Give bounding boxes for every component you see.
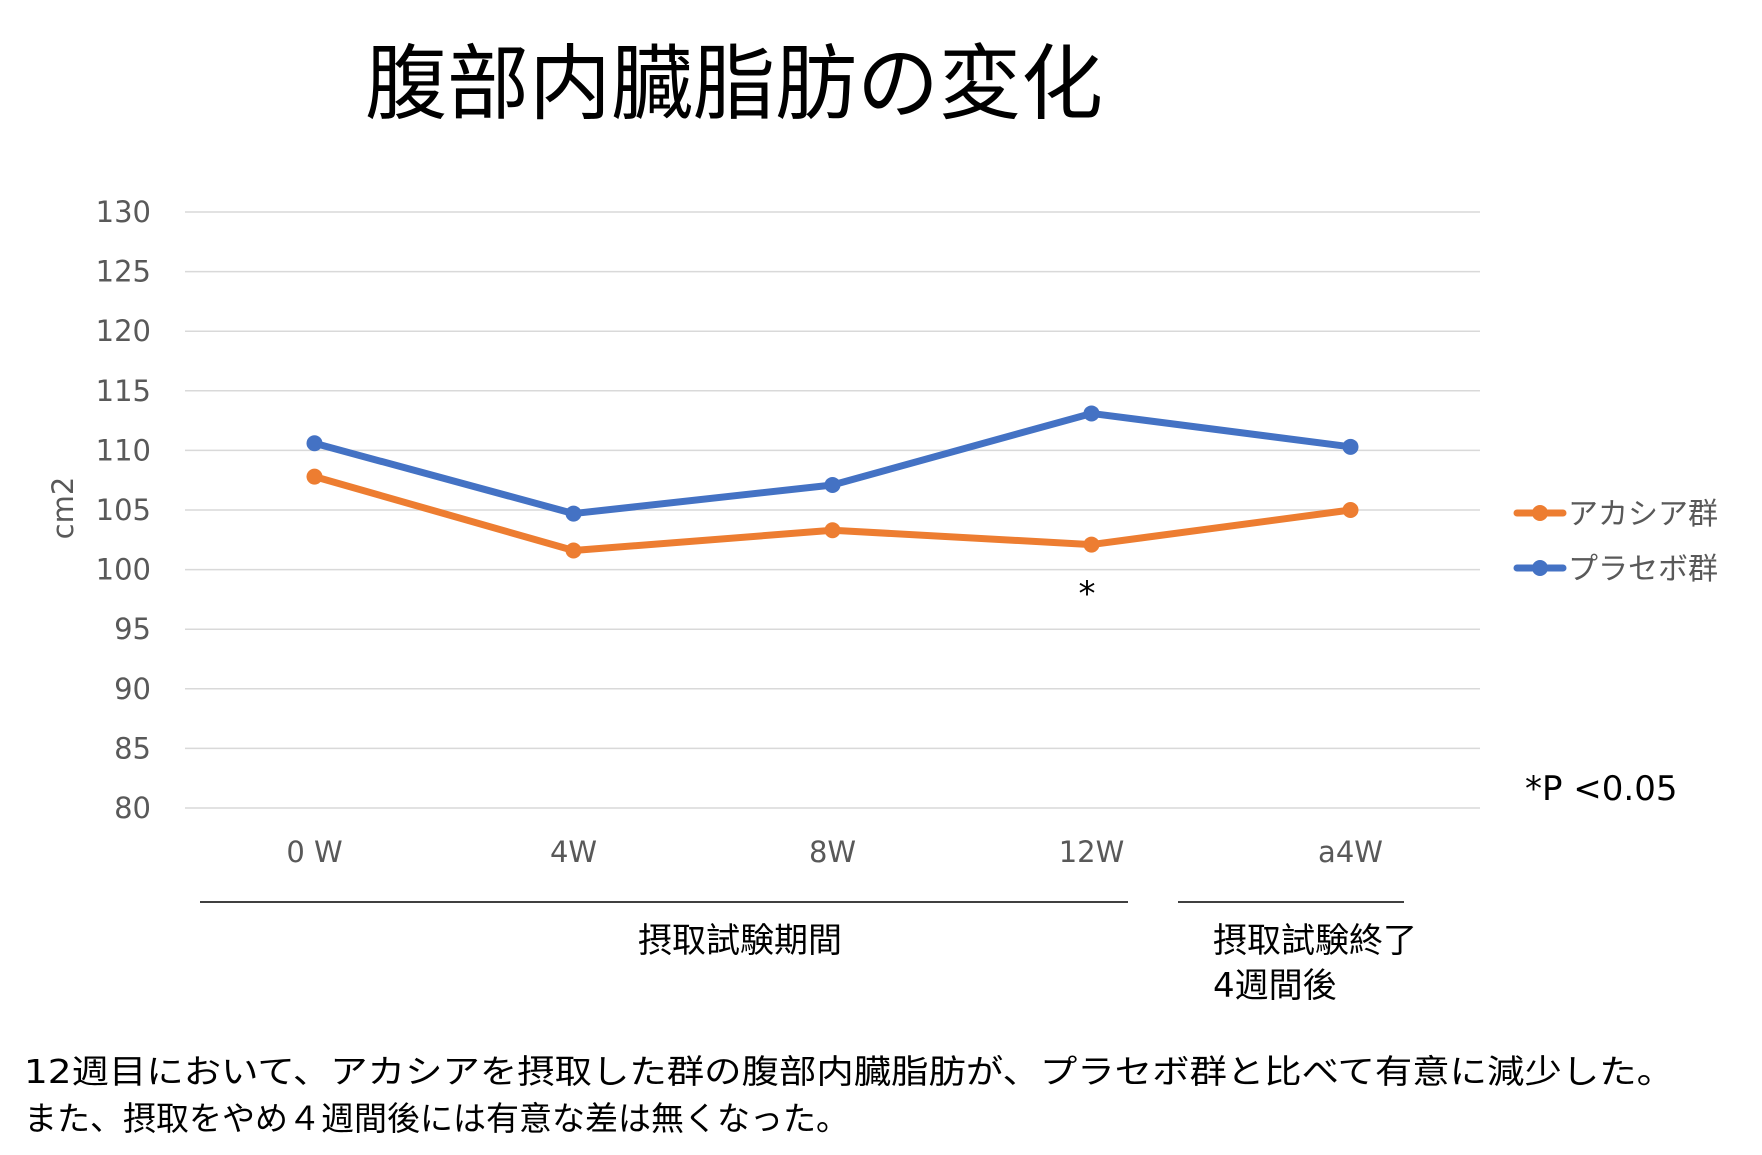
y-tick-label: 100 <box>96 553 151 587</box>
significance-note: *P <0.05 <box>1525 769 1678 809</box>
series-point <box>1083 405 1100 422</box>
legend-label: プラセボ群 <box>1568 552 1718 587</box>
significance-marker: * <box>1079 574 1096 614</box>
y-tick-label: 85 <box>114 731 151 765</box>
y-tick-label: 95 <box>114 612 151 646</box>
series-point <box>1083 536 1100 553</box>
y-axis-label: cm2 <box>46 477 80 540</box>
caption-line-1: 12週目において、アカシアを摂取した群の腹部内臓脂肪が、プラセボ群と比べて有意に… <box>24 1052 1674 1091</box>
legend-label: アカシア群 <box>1568 497 1718 532</box>
series-point <box>565 505 582 522</box>
y-tick-label: 90 <box>114 672 151 706</box>
gridlines <box>185 211 1480 809</box>
y-tick-label: 120 <box>96 314 151 348</box>
y-tick-label: 110 <box>96 433 151 467</box>
x-tick-label: 8W <box>809 835 856 869</box>
series-point <box>1342 438 1359 455</box>
x-tick-label: 12W <box>1059 835 1125 869</box>
after-period-label-line2: 4週間後 <box>1213 966 1337 1006</box>
x-tick-label: 4W <box>550 835 597 869</box>
chart-title: 腹部内臓脂肪の変化 <box>365 37 1103 132</box>
y-tick-label: 130 <box>96 195 151 229</box>
legend-marker <box>1532 560 1548 576</box>
y-tick-label: 115 <box>96 374 151 408</box>
legend-marker <box>1532 505 1548 521</box>
y-tick-label: 105 <box>96 493 151 527</box>
x-tick-label: a4W <box>1318 835 1383 869</box>
y-tick-label: 125 <box>96 255 151 289</box>
x-axis-ticks: 0 W 4W 8W 12W a4W <box>286 835 1383 869</box>
series-point <box>824 522 841 539</box>
intake-period-label: 摂取試験期間 <box>638 921 842 961</box>
after-period-label-line1: 摂取試験終了 <box>1213 921 1417 961</box>
x-tick-label: 0 W <box>286 835 342 869</box>
y-axis-ticks: 80 85 90 95 100 105 110 115 120 125 130 <box>96 195 151 825</box>
series-point <box>824 476 841 493</box>
series-point <box>565 542 582 559</box>
y-tick-label: 80 <box>114 791 151 825</box>
series-point <box>1342 502 1359 518</box>
series-point <box>306 435 323 452</box>
caption-line-2: また、摂取をやめ４週間後には有意な差は無くなった。 <box>24 1099 849 1138</box>
series-lines <box>306 405 1359 559</box>
series-line-2 <box>311 409 1354 518</box>
series-point <box>306 468 323 485</box>
